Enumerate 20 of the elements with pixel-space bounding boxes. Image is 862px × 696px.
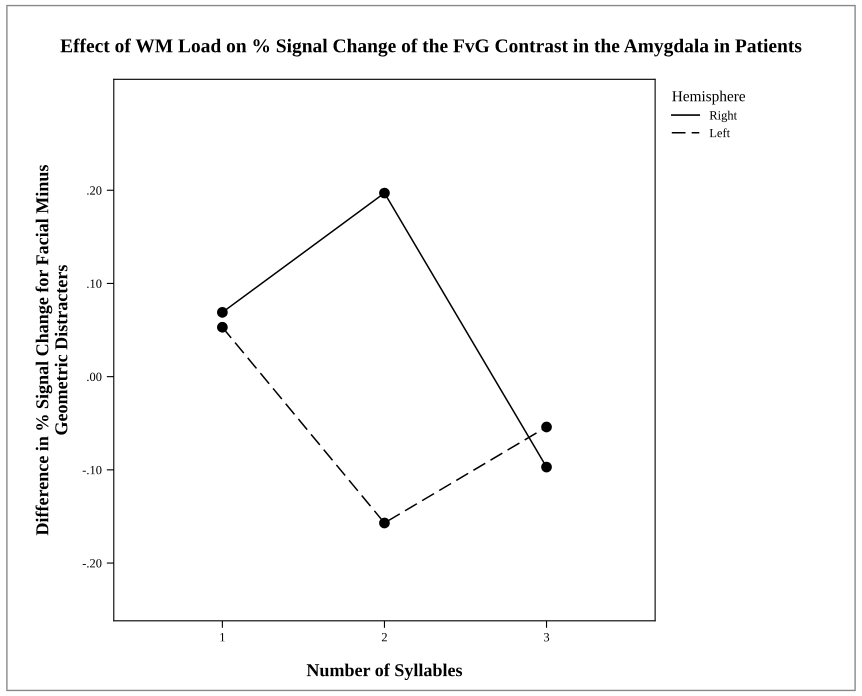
x-tick-label: 3 bbox=[544, 633, 550, 642]
legend-title: Hemisphere bbox=[672, 90, 746, 104]
legend-label: Left bbox=[710, 128, 730, 138]
y-tick-label: .20 bbox=[87, 186, 102, 195]
point bbox=[217, 306, 228, 318]
y-tick-label: .00 bbox=[87, 372, 102, 382]
point bbox=[379, 188, 390, 198]
y-tick-label: -.10 bbox=[82, 466, 102, 474]
x-tick-label: 1 bbox=[220, 633, 225, 642]
point bbox=[541, 422, 552, 432]
y-axis-title: Difference in % Signal Change for Facial Minus Geometric Distracters bbox=[36, 165, 68, 536]
legend-label: Right bbox=[710, 110, 737, 122]
y-tick-label: -.20 bbox=[82, 559, 102, 568]
x-tick-label: 2 bbox=[382, 633, 387, 642]
x-axis-title: Number of Syllables bbox=[306, 663, 462, 680]
point bbox=[217, 322, 228, 333]
point bbox=[541, 462, 552, 472]
chart-title: Effect of WM Load on % Signal Change of the FvG Contrast in the Amygdala in Patients bbox=[60, 38, 802, 56]
point bbox=[379, 518, 390, 528]
y-tick-label: .10 bbox=[87, 279, 102, 288]
